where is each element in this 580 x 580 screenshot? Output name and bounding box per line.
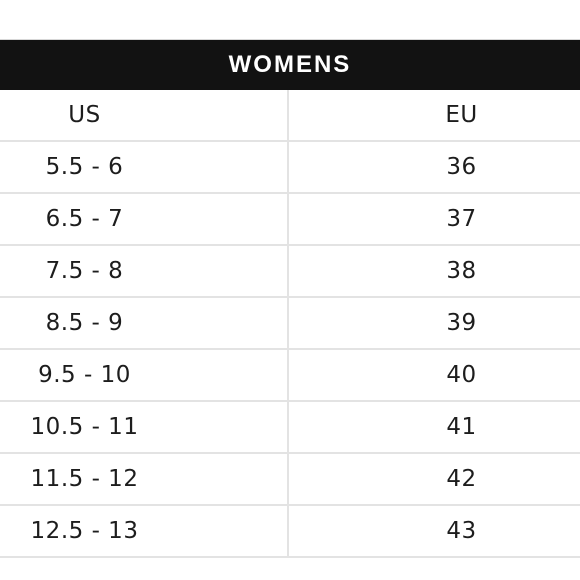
- table-row: 12.5 - 13 43: [0, 506, 580, 558]
- table-row: 9.5 - 10 40: [0, 350, 580, 402]
- eu-size-cell: 43: [446, 518, 477, 544]
- us-size-cell: 5.5 - 6: [0, 142, 289, 192]
- us-size-cell: 12.5 - 13: [0, 506, 289, 556]
- column-header-us: US: [0, 90, 289, 140]
- us-size-cell: 11.5 - 12: [0, 454, 289, 504]
- column-header-eu: EU: [445, 102, 478, 128]
- us-size-cell: 7.5 - 8: [0, 246, 289, 296]
- size-chart: WOMENS US EU 5.5 - 6 36 6.5 - 7 37 7.5 -…: [0, 39, 580, 558]
- table-row: 8.5 - 9 39: [0, 298, 580, 350]
- eu-size-cell: 41: [446, 414, 477, 440]
- eu-size-cell: 37: [446, 206, 477, 232]
- table-row: 10.5 - 11 41: [0, 402, 580, 454]
- us-size-cell: 6.5 - 7: [0, 194, 289, 244]
- table-title: WOMENS: [0, 39, 580, 90]
- us-size-cell: 9.5 - 10: [0, 350, 289, 400]
- table-row: 5.5 - 6 36: [0, 142, 580, 194]
- eu-size-cell: 39: [446, 310, 477, 336]
- table-row: 6.5 - 7 37: [0, 194, 580, 246]
- table-row: 11.5 - 12 42: [0, 454, 580, 506]
- us-size-cell: 10.5 - 11: [0, 402, 289, 452]
- eu-size-cell: 40: [446, 362, 477, 388]
- column-header-row: US EU: [0, 90, 580, 142]
- eu-size-cell: 38: [446, 258, 477, 284]
- table-row: 7.5 - 8 38: [0, 246, 580, 298]
- us-size-cell: 8.5 - 9: [0, 298, 289, 348]
- eu-size-cell: 42: [446, 466, 477, 492]
- eu-size-cell: 36: [446, 154, 477, 180]
